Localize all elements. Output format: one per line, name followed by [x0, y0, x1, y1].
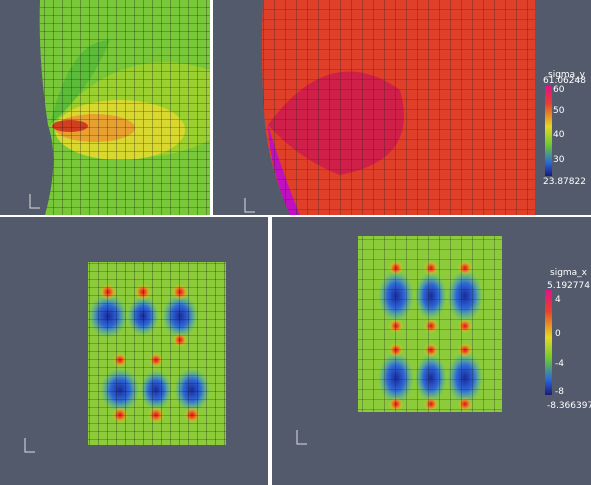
- colorbar-title: sigma_x: [550, 268, 588, 278]
- colorbar-tick: 4: [555, 295, 561, 305]
- colorbar-tick: 30: [553, 155, 565, 165]
- colorbar-max: 5.192774: [547, 281, 590, 291]
- colorbar-min: 23.87822: [543, 177, 586, 187]
- colorbar-tick: 0: [555, 329, 561, 339]
- colorbar-tick: 50: [553, 106, 565, 116]
- colorbar-max: 61.06248: [543, 76, 586, 86]
- colorbar-tick: -4: [555, 359, 564, 369]
- panel-top-right: [213, 0, 591, 215]
- colorbar-min: -8.366397: [547, 401, 591, 411]
- colorbar-tick: 40: [553, 130, 565, 140]
- panel-bottom-right: [272, 217, 591, 485]
- colorbar-tick: -8: [555, 387, 564, 397]
- colorbar-title: sigma_y: [548, 70, 586, 80]
- axis-glyphs: [24, 194, 307, 453]
- colorbar-sigma-x: [545, 290, 552, 395]
- panel-bottom-left: [0, 217, 268, 485]
- panel-top-left: [0, 0, 210, 215]
- colorbar-tick: 60: [553, 85, 565, 95]
- colorbar-sigma-y: [545, 86, 552, 176]
